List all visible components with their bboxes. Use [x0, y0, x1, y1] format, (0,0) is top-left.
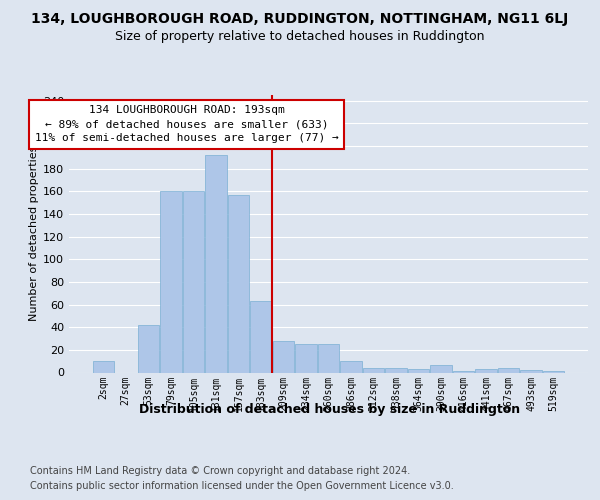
- Bar: [363, 368, 384, 372]
- Bar: [250, 301, 272, 372]
- Bar: [273, 341, 294, 372]
- Bar: [228, 194, 249, 372]
- Bar: [295, 344, 317, 372]
- Bar: [182, 192, 204, 372]
- Bar: [318, 344, 339, 372]
- Text: 134, LOUGHBOROUGH ROAD, RUDDINGTON, NOTTINGHAM, NG11 6LJ: 134, LOUGHBOROUGH ROAD, RUDDINGTON, NOTT…: [31, 12, 569, 26]
- Bar: [340, 361, 362, 372]
- Bar: [520, 370, 542, 372]
- Bar: [498, 368, 520, 372]
- Y-axis label: Number of detached properties: Number of detached properties: [29, 146, 39, 322]
- Bar: [385, 368, 407, 372]
- Text: Size of property relative to detached houses in Ruddington: Size of property relative to detached ho…: [115, 30, 485, 43]
- Bar: [160, 192, 182, 372]
- Text: Contains HM Land Registry data © Crown copyright and database right 2024.: Contains HM Land Registry data © Crown c…: [30, 466, 410, 476]
- Bar: [430, 364, 452, 372]
- Bar: [408, 369, 429, 372]
- Text: Contains public sector information licensed under the Open Government Licence v3: Contains public sector information licen…: [30, 481, 454, 491]
- Bar: [92, 361, 114, 372]
- Bar: [205, 155, 227, 372]
- Bar: [475, 369, 497, 372]
- Text: 134 LOUGHBOROUGH ROAD: 193sqm
← 89% of detached houses are smaller (633)
11% of : 134 LOUGHBOROUGH ROAD: 193sqm ← 89% of d…: [35, 105, 338, 143]
- Bar: [137, 325, 159, 372]
- Text: Distribution of detached houses by size in Ruddington: Distribution of detached houses by size …: [139, 402, 521, 415]
